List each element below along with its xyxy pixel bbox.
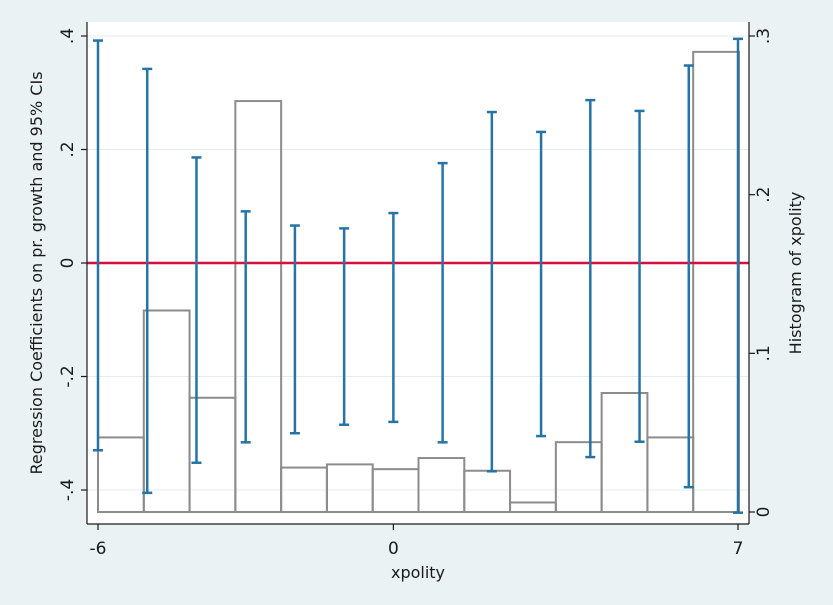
x-tick-label: -6 xyxy=(90,539,107,559)
error-bar xyxy=(191,156,202,465)
right-y-tick-label: .2 xyxy=(754,187,774,203)
error-bar xyxy=(536,130,547,438)
right-y-tick-label: 0 xyxy=(754,507,774,518)
error-bar xyxy=(733,37,743,514)
x-tick-label: 0 xyxy=(388,539,399,559)
error-bar xyxy=(683,64,694,489)
left-y-tick-label: .2 xyxy=(58,141,78,157)
error-bar xyxy=(585,98,596,459)
error-bar xyxy=(634,109,645,444)
error-bar xyxy=(388,211,399,424)
tick-labels: -.4 -.2 0 .2 .4 0 .1 .2 .3 -6 0 7 xyxy=(58,28,774,559)
error-bar xyxy=(486,110,497,473)
histogram-bar xyxy=(234,100,283,513)
left-y-tick-label: 0 xyxy=(58,258,78,269)
right-y-tick-label: .1 xyxy=(754,345,774,361)
confidence-interval-bars xyxy=(93,37,743,514)
left-y-axis-title: Regression Coefficients on pr. growth an… xyxy=(27,71,46,474)
right-y-tick-label: .3 xyxy=(754,28,774,44)
left-y-tick-label: .4 xyxy=(58,28,78,44)
error-bar xyxy=(240,210,251,444)
left-y-tick-label: -.4 xyxy=(58,479,78,501)
error-bar xyxy=(437,161,448,444)
right-y-axis-title: Histogram of xpolity xyxy=(786,192,805,355)
error-bar xyxy=(339,227,350,426)
axes xyxy=(81,22,755,530)
left-y-tick-label: -.2 xyxy=(58,365,78,387)
error-bar xyxy=(93,39,103,452)
error-bar xyxy=(289,224,300,435)
x-axis-title: xpolity xyxy=(391,563,445,582)
plot-area xyxy=(87,22,749,524)
error-bar xyxy=(142,67,153,495)
x-tick-label: 7 xyxy=(733,539,744,559)
